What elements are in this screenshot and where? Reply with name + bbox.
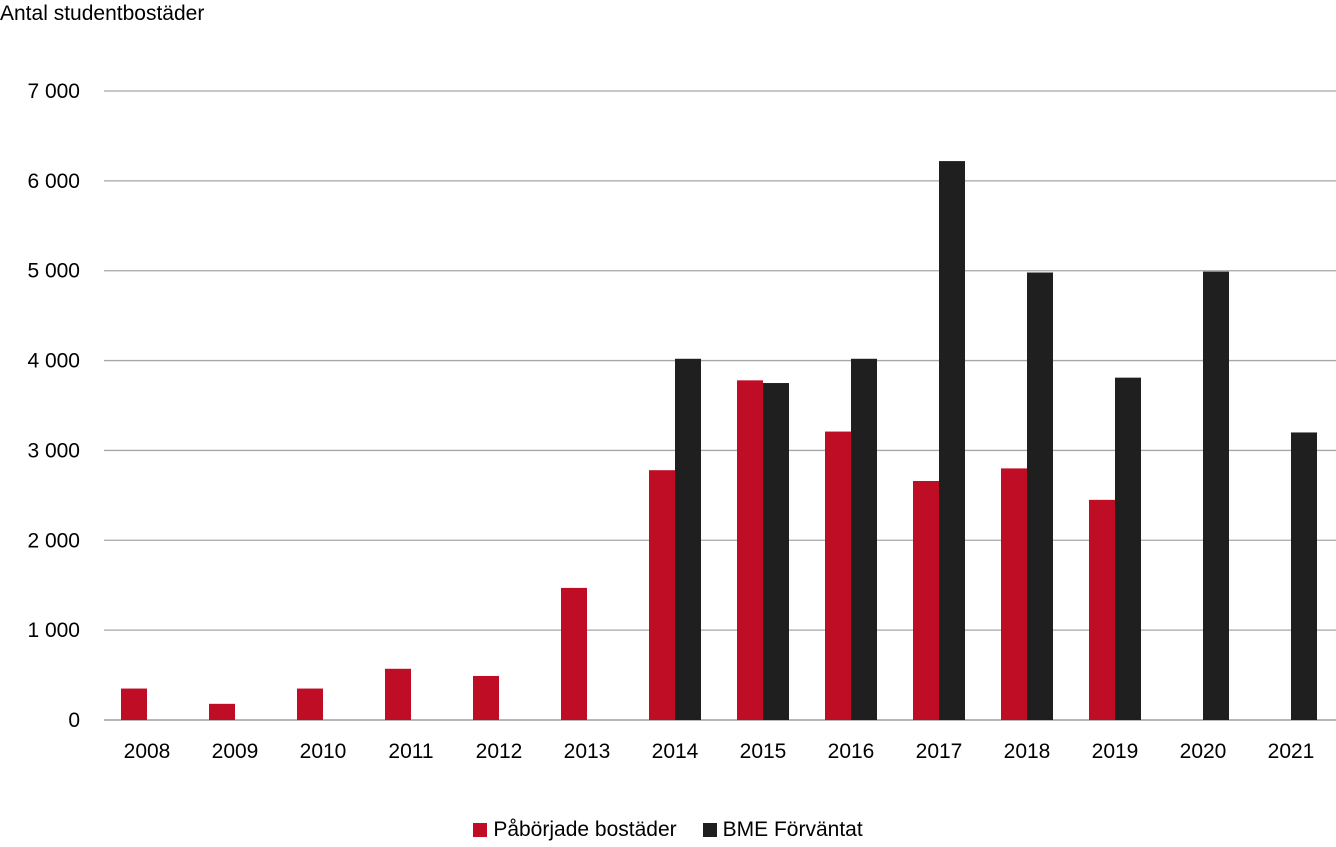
y-tick-label: 6 000 bbox=[27, 170, 80, 193]
y-tick-label: 5 000 bbox=[27, 260, 80, 283]
legend-swatch-paborjade bbox=[473, 823, 488, 837]
gridlines bbox=[104, 90, 1336, 721]
x-tick-label: 2008 bbox=[124, 740, 171, 763]
bars bbox=[121, 161, 1317, 721]
x-tick-label: 2021 bbox=[1268, 740, 1315, 763]
x-tick-label: 2019 bbox=[1092, 740, 1139, 763]
y-tick-label: 1 000 bbox=[27, 619, 80, 642]
x-tick-label: 2012 bbox=[476, 740, 523, 763]
x-tick-label: 2014 bbox=[652, 740, 699, 763]
bar-bme-2016 bbox=[851, 358, 877, 720]
bar-paborjade-2011 bbox=[385, 668, 411, 720]
legend-item-paborjade: Påbörjade bostäder bbox=[473, 818, 677, 842]
bar-paborjade-2018 bbox=[1001, 468, 1027, 720]
bar-paborjade-2016 bbox=[825, 431, 851, 720]
bar-bme-2021 bbox=[1291, 432, 1317, 720]
y-tick-label: 0 bbox=[68, 709, 80, 732]
legend-label-paborjade: Påbörjade bostäder bbox=[493, 818, 677, 841]
bar-paborjade-2010 bbox=[297, 688, 323, 720]
x-tick-label: 2015 bbox=[740, 740, 787, 763]
x-tick-label: 2018 bbox=[1004, 740, 1051, 763]
x-tick-label: 2011 bbox=[388, 740, 433, 763]
x-tick-label: 2013 bbox=[564, 740, 611, 763]
y-tick-label: 3 000 bbox=[27, 439, 80, 462]
bar-paborjade-2015 bbox=[737, 380, 763, 720]
bar-paborjade-2019 bbox=[1089, 499, 1115, 720]
y-ticks: 0 1 000 2 000 3 000 4 000 5 000 6 000 7 000 bbox=[27, 80, 80, 732]
x-tick-label: 2009 bbox=[212, 740, 259, 763]
x-ticks: 2008 2009 2010 2011 2012 2013 2014 2015 2016 2017… bbox=[124, 740, 1315, 763]
bar-bme-2019 bbox=[1115, 377, 1141, 720]
y-tick-label: 7 000 bbox=[27, 80, 80, 103]
y-tick-label: 2 000 bbox=[27, 529, 80, 552]
legend: Påbörjade bostäder BME Förväntat bbox=[0, 818, 1336, 842]
x-tick-label: 2010 bbox=[300, 740, 347, 763]
x-tick-label: 2017 bbox=[916, 740, 963, 763]
legend-item-bme: BME Förväntat bbox=[702, 818, 863, 842]
bar-paborjade-2009 bbox=[209, 703, 235, 720]
bar-bme-2018 bbox=[1027, 272, 1053, 720]
x-tick-label: 2020 bbox=[1180, 740, 1227, 763]
bar-paborjade-2008 bbox=[121, 688, 147, 720]
bar-paborjade-2014 bbox=[649, 470, 675, 720]
bar-paborjade-2012 bbox=[473, 675, 499, 720]
bar-paborjade-2013 bbox=[561, 587, 587, 720]
bar-bme-2020 bbox=[1203, 271, 1229, 720]
x-tick-label: 2016 bbox=[828, 740, 875, 763]
bar-bme-2014 bbox=[675, 358, 701, 720]
y-tick-label: 4 000 bbox=[27, 350, 80, 373]
legend-label-bme: BME Förväntat bbox=[722, 818, 863, 841]
y-axis-label: Antal studentbostäder bbox=[0, 2, 205, 25]
bar-bme-2015 bbox=[763, 383, 789, 720]
bar-bme-2017 bbox=[939, 161, 965, 721]
legend-swatch-bme bbox=[702, 823, 717, 837]
bar-paborjade-2017 bbox=[913, 480, 939, 720]
